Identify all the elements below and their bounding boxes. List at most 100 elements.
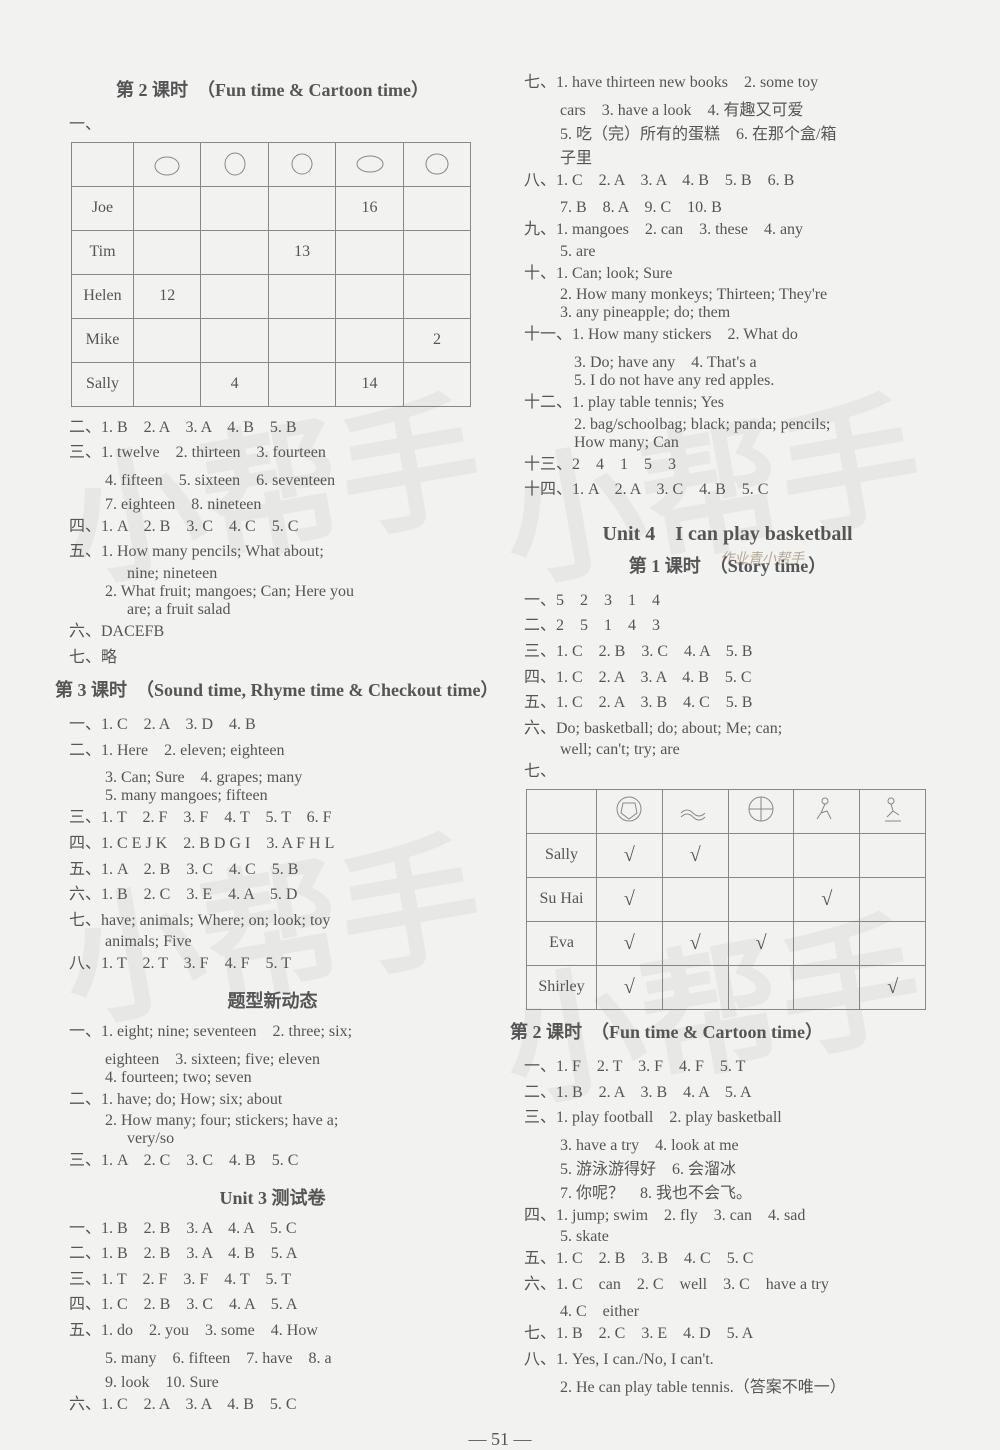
q1-label: 一、 [69, 112, 490, 138]
answer-line: 5. are [510, 243, 945, 261]
basketball-icon [741, 793, 781, 825]
page-number: — 51 — [55, 1429, 945, 1450]
skate-icon [873, 793, 913, 825]
check-cell: √ [794, 877, 860, 921]
answer-line: 二、1. B 2. B 3. A 4. B 5. A [69, 1241, 490, 1267]
answer-line: 5. many 6. fifteen 7. have 8. a [55, 1344, 490, 1368]
answer-line: 子里 [510, 144, 945, 168]
u4-lesson2-title: 第 2 课时 （Fun time & Cartoon time） [510, 1018, 945, 1044]
table1-header [72, 142, 471, 186]
answer-line: 十二、1. play table tennis; Yes [524, 390, 945, 416]
answer-line: are; a fruit salad [55, 601, 490, 619]
right-column: 七、1. have thirteen new books 2. some toy… [510, 70, 945, 1417]
answer-line: 四、1. C 2. B 3. C 4. A 5. A [69, 1292, 490, 1318]
table-row: Sally414 [72, 362, 471, 406]
answer-line: 八、1. Yes, I can./No, I can't. [524, 1347, 945, 1373]
answer-line: 四、1. jump; swim 2. fly 3. can 4. sad [524, 1203, 945, 1229]
answer-line: cars 3. have a look 4. 有趣又可爱 [510, 96, 945, 120]
answer-line: 4. C either [510, 1297, 945, 1321]
answer-line: 三、1. T 2. F 3. F 4. T 5. T 6. F [69, 805, 490, 831]
answer-line: 2. bag/schoolbag; black; panda; pencils; [510, 416, 945, 434]
table1: Joe16 Tim13 Helen12 Mike2 Sally414 [71, 142, 471, 407]
fruit-icon-3 [282, 146, 322, 178]
answer-line: 七、略 [69, 645, 490, 671]
answer-line: 3. any pineapple; do; them [510, 304, 945, 322]
answer-line: 2. What fruit; mangoes; Can; Here you [55, 583, 490, 601]
table2-header [527, 789, 926, 833]
answer-line: 2. How many monkeys; Thirteen; They're [510, 286, 945, 304]
answer-line: 九、1. mangoes 2. can 3. these 4. any [524, 217, 945, 243]
content-columns: 第 2 课时 （Fun time & Cartoon time） 一、 Joe1… [55, 70, 945, 1417]
answer-line: 十、1. Can; look; Sure [524, 261, 945, 287]
table-row: Su Hai√√ [527, 877, 926, 921]
watermark-small: 作业青小帮手 [720, 548, 804, 568]
answer-line: 二、1. have; do; How; six; about [69, 1087, 490, 1113]
answer-line: 二、2 5 1 4 3 [524, 613, 945, 639]
answer-line: 三、1. A 2. C 3. C 4. B 5. C [69, 1148, 490, 1174]
answer-line: 十三、2 4 1 5 3 [524, 452, 945, 478]
answer-line: very/so [55, 1130, 490, 1148]
unit4-title: Unit 4 I can play basketball [510, 517, 945, 546]
check-cell: √ [860, 965, 926, 1009]
table-row: Eva√√√ [527, 921, 926, 965]
answer-line: 六、1. C 2. A 3. A 4. B 5. C [69, 1392, 490, 1418]
answer-line: 2. He can play table tennis.（答案不唯一） [510, 1373, 945, 1397]
check-cell: √ [662, 921, 728, 965]
check-cell: √ [597, 877, 663, 921]
answer-line: 四、1. C 2. A 3. A 4. B 5. C [524, 665, 945, 691]
lesson2-title: 第 2 课时 （Fun time & Cartoon time） [55, 76, 490, 102]
answer-line: 9. look 10. Sure [55, 1368, 490, 1392]
table-row: Joe16 [72, 186, 471, 230]
answer-line: 5. many mangoes; fifteen [55, 787, 490, 805]
check-cell: √ [597, 965, 663, 1009]
run-icon [807, 793, 847, 825]
lesson3-title: 第 3 课时 （Sound time, Rhyme time & Checkou… [55, 676, 490, 702]
answer-line: How many; Can [510, 434, 945, 452]
answer-line: 三、1. twelve 2. thirteen 3. fourteen [69, 440, 490, 466]
check-cell: √ [597, 833, 663, 877]
answer-line: 一、1. eight; nine; seventeen 2. three; si… [69, 1019, 490, 1045]
answer-line: 十一、1. How many stickers 2. What do [524, 322, 945, 348]
fruit-icon-4 [350, 146, 390, 178]
fruit-icon-5 [417, 146, 457, 178]
answer-line: 五、1. A 2. B 3. C 4. C 5. B [69, 857, 490, 883]
answer-line: 一、1. F 2. T 3. F 4. F 5. T [524, 1054, 945, 1080]
answer-line: 三、1. C 2. B 3. C 4. A 5. B [524, 639, 945, 665]
unit3-title: Unit 3 测试卷 [55, 1184, 490, 1210]
answer-line: 五、1. do 2. you 3. some 4. How [69, 1318, 490, 1344]
answer-line: 七、have; animals; Where; on; look; toy [69, 908, 490, 934]
fruit-icon-1 [147, 146, 187, 178]
answer-line: 3. have a try 4. look at me [510, 1131, 945, 1155]
answer-line: 三、1. T 2. F 3. F 4. T 5. T [69, 1267, 490, 1293]
answer-line: 七、1. have thirteen new books 2. some toy [524, 70, 945, 96]
answer-line: 7. eighteen 8. nineteen [55, 490, 490, 514]
answer-line: 八、1. C 2. A 3. A 4. B 5. B 6. B [524, 168, 945, 194]
swim-icon [675, 793, 715, 825]
check-cell: √ [662, 833, 728, 877]
football-icon [609, 793, 649, 825]
answer-line: 5. 吃（完）所有的蛋糕 6. 在那个盒/箱 [510, 120, 945, 144]
answer-line: 3. Can; Sure 4. grapes; many [55, 763, 490, 787]
answer-line: 一、5 2 3 1 4 [524, 588, 945, 614]
table-row: Sally√√ [527, 833, 926, 877]
answer-line: 3. Do; have any 4. That's a [510, 348, 945, 372]
answer-line: 七、1. B 2. C 3. E 4. D 5. A [524, 1321, 945, 1347]
check-cell: √ [597, 921, 663, 965]
answer-line: nine; nineteen [55, 565, 490, 583]
answer-line: 六、Do; basketball; do; about; Me; can; [524, 716, 945, 742]
answer-line: 5. 游泳游得好 6. 会溜冰 [510, 1155, 945, 1179]
answer-line: 4. fourteen; two; seven [55, 1069, 490, 1087]
q7-label: 七、 [524, 759, 945, 785]
answer-line: 四、1. A 2. B 3. C 4. C 5. C [69, 514, 490, 540]
answer-line: 二、1. B 2. A 3. B 4. A 5. A [524, 1080, 945, 1106]
answer-line: 五、1. C 2. A 3. B 4. C 5. B [524, 690, 945, 716]
answer-line: 二、1. Here 2. eleven; eighteen [69, 738, 490, 764]
trend-title: 题型新动态 [55, 987, 490, 1013]
fruit-icon-2 [215, 146, 255, 178]
answer-line: animals; Five [55, 933, 490, 951]
answer-line: 六、1. B 2. C 3. E 4. A 5. D [69, 882, 490, 908]
answer-line: 一、1. C 2. A 3. D 4. B [69, 712, 490, 738]
answer-line: well; can't; try; are [510, 741, 945, 759]
answer-line: 三、1. play football 2. play basketball [524, 1105, 945, 1131]
answer-line: eighteen 3. sixteen; five; eleven [55, 1045, 490, 1069]
